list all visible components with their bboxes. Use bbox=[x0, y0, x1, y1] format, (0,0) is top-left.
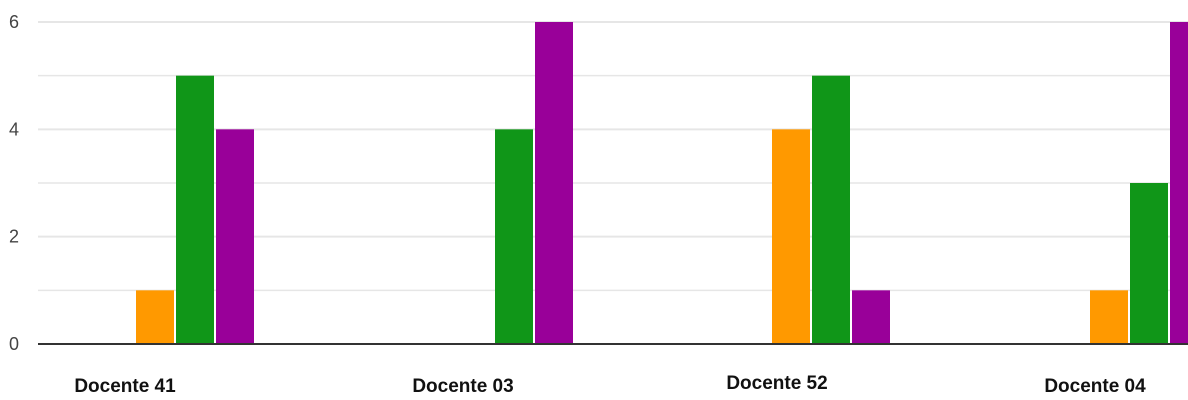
bar bbox=[136, 290, 174, 344]
bar bbox=[1170, 22, 1188, 344]
y-tick-label: 4 bbox=[9, 119, 19, 139]
bar bbox=[216, 129, 254, 344]
y-tick-label: 6 bbox=[9, 12, 19, 32]
bar bbox=[535, 22, 573, 344]
y-tick-label: 2 bbox=[9, 227, 19, 247]
bar bbox=[812, 75, 850, 345]
y-tick-label: 0 bbox=[9, 334, 19, 354]
bars bbox=[136, 22, 1188, 345]
category-label-docente-52: Docente 52 bbox=[726, 373, 828, 394]
category-label-docente-41: Docente 41 bbox=[74, 376, 176, 397]
bar bbox=[176, 75, 214, 345]
bar bbox=[1090, 290, 1128, 344]
bar bbox=[772, 129, 810, 344]
category-label-docente-04: Docente 04 bbox=[1044, 376, 1146, 397]
category-label-docente-03: Docente 03 bbox=[412, 376, 514, 397]
y-axis-ticks: 0 2 4 6 bbox=[9, 12, 19, 354]
bar bbox=[1130, 183, 1168, 344]
bar bbox=[495, 129, 533, 344]
bar bbox=[852, 290, 890, 344]
